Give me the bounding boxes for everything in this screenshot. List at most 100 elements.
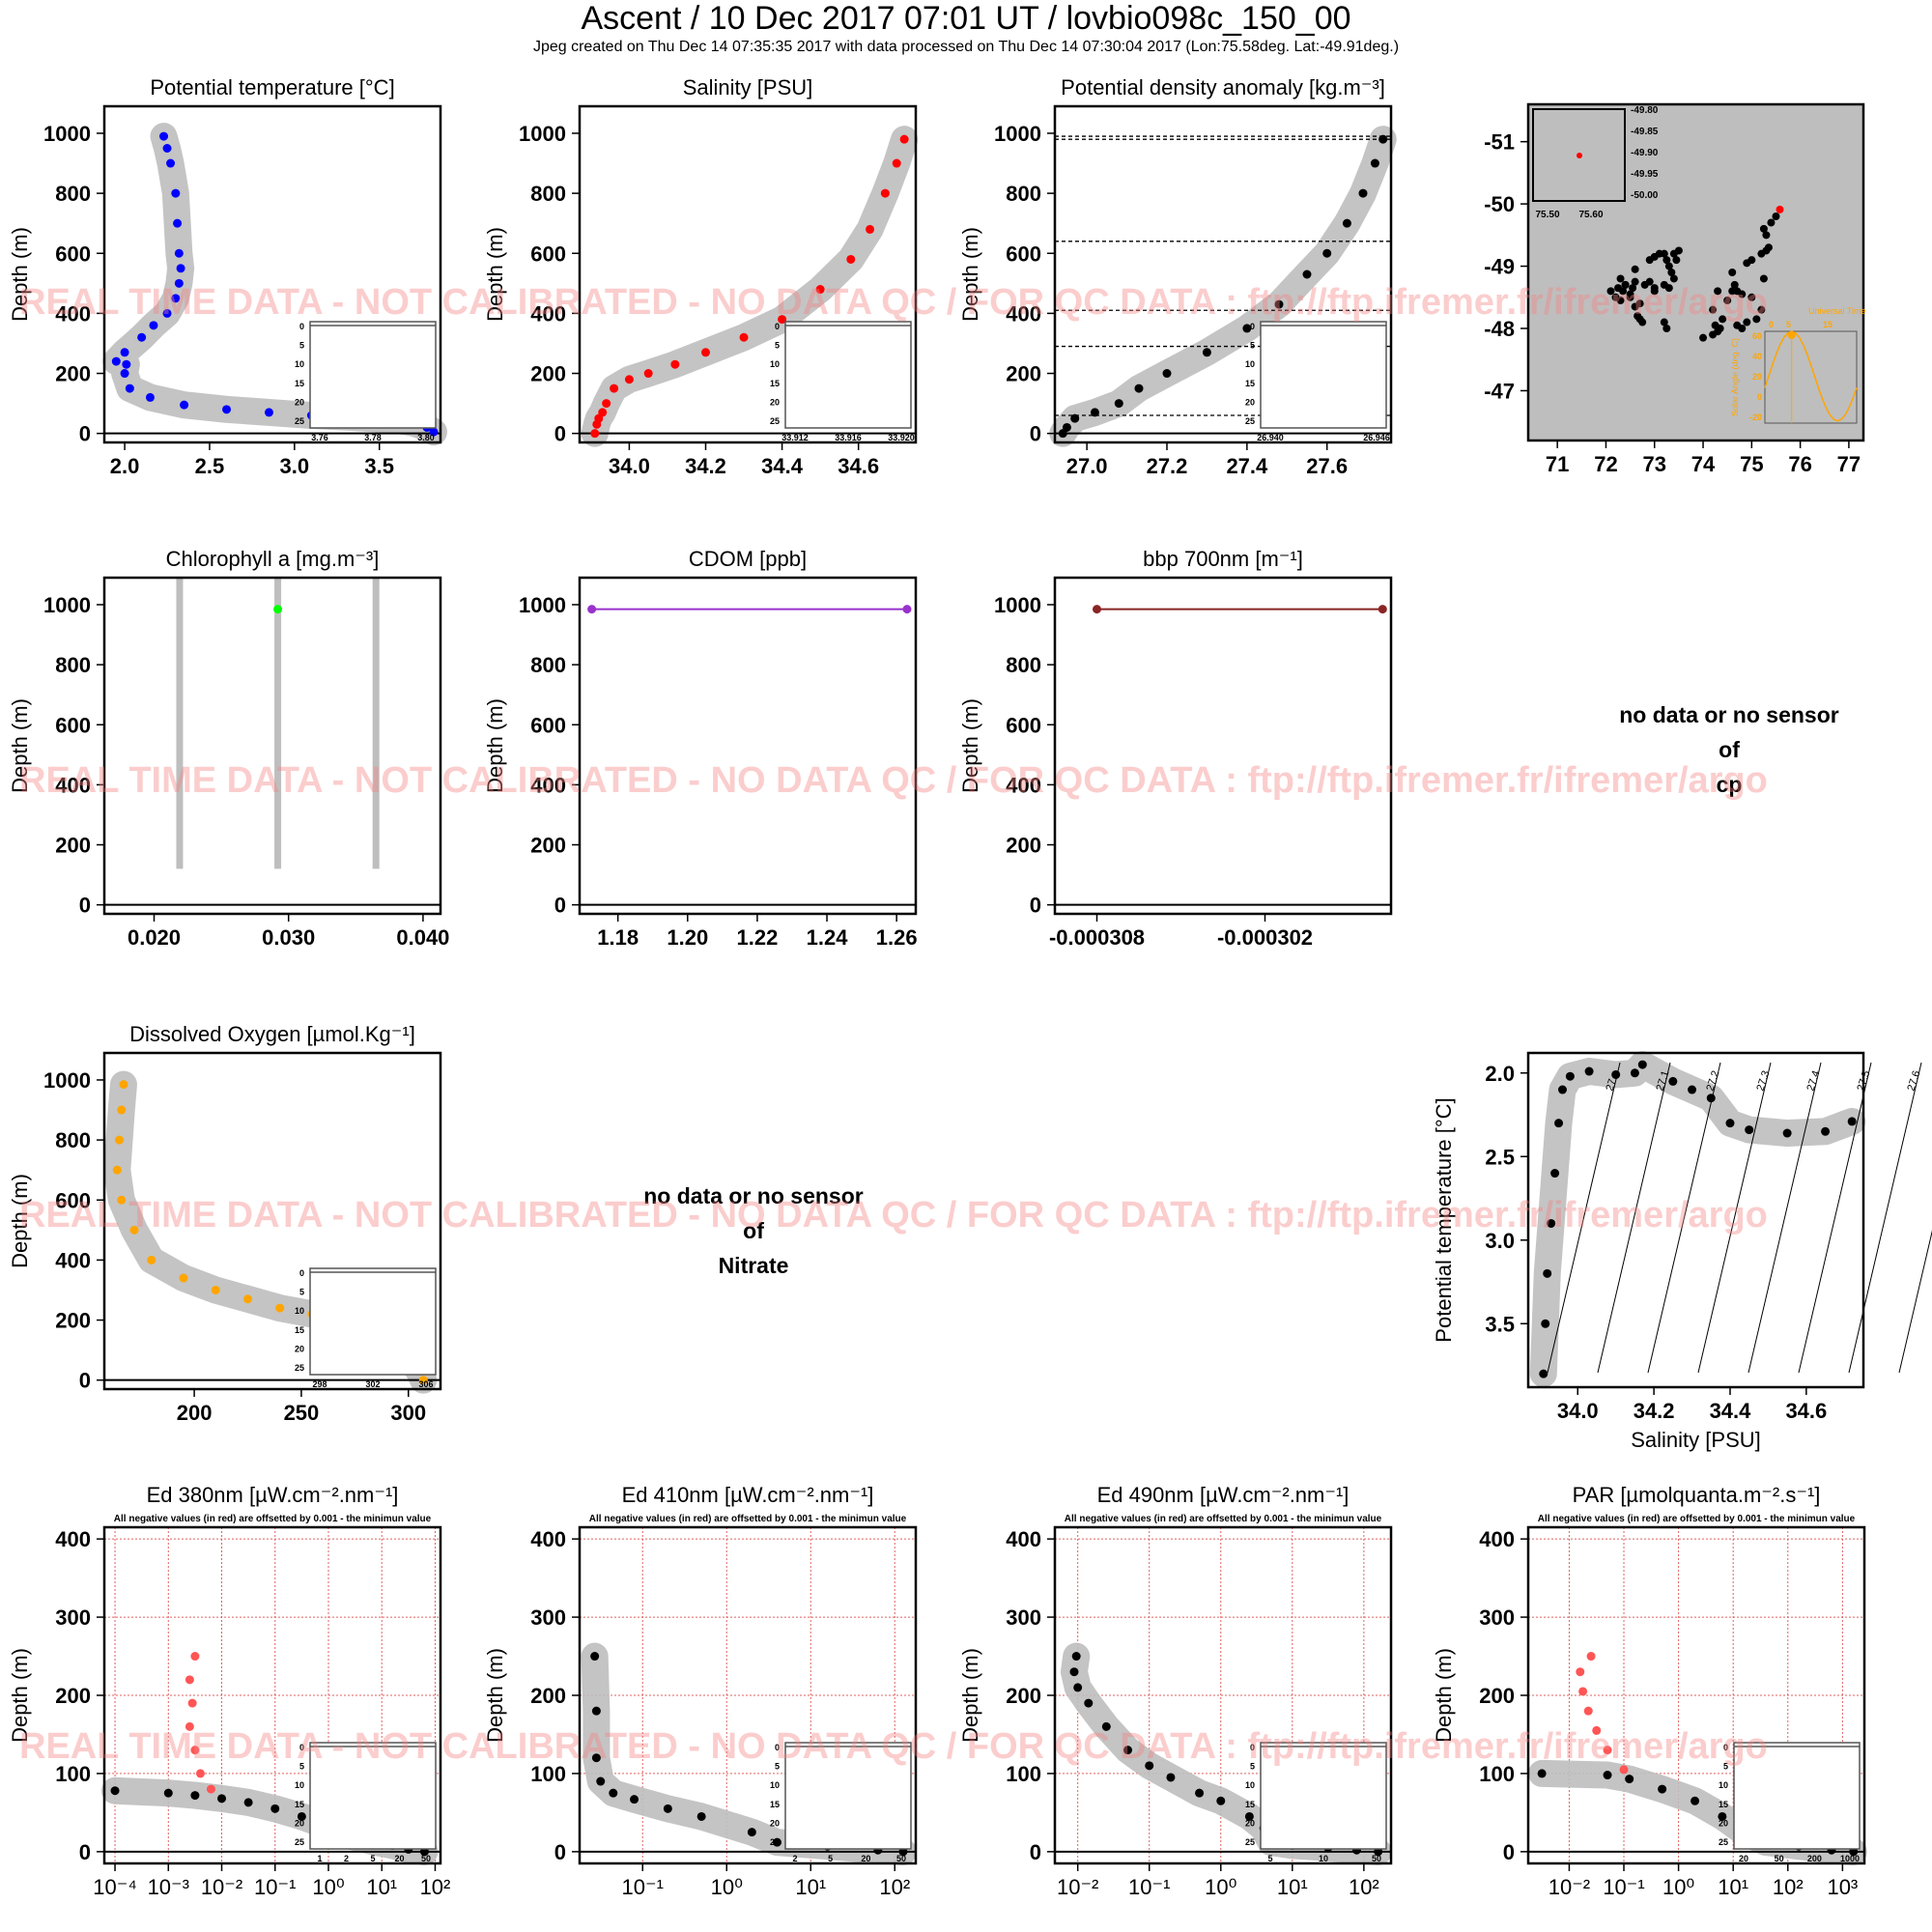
data-point-profile [1611, 1069, 1621, 1079]
data-point-profile [1847, 1117, 1857, 1126]
data-point-trajectory [1631, 277, 1639, 286]
x-tick-label: 1.22 [737, 925, 779, 950]
inset-y-tick-label: 15 [1719, 1800, 1728, 1809]
data-point-profile [120, 348, 129, 357]
solar-current-point [1787, 331, 1796, 339]
solar-x-label: 5 [1786, 320, 1791, 329]
inset-y-tick-label: 15 [1245, 379, 1255, 388]
x-tick-label: 10⁻³ [148, 1875, 189, 1899]
inset-y-tick-label: 15 [295, 379, 304, 388]
data-point-profile [1071, 1652, 1081, 1662]
data-point-profile [112, 1165, 122, 1175]
x-tick-label: 10² [1349, 1875, 1379, 1899]
data-point-profile [111, 356, 121, 366]
y-tick-label: 200 [1479, 1684, 1515, 1708]
x-tick-label: 1.26 [876, 925, 918, 950]
data-point-profile [880, 188, 890, 198]
x-tick-label: 3.0 [280, 454, 310, 478]
data-point-negative [1576, 1667, 1585, 1677]
isopycnal-line [1547, 1062, 1621, 1374]
data-point-profile [149, 321, 158, 330]
data-point-profile [1690, 1796, 1700, 1805]
y-tick-label: 2.0 [1485, 1062, 1515, 1086]
solar-inset-title: Universal Time [1808, 306, 1866, 316]
y-tick-label: 1000 [519, 122, 566, 146]
x-tick-label: -0.000302 [1217, 925, 1313, 950]
y-tick-label: 200 [530, 1684, 566, 1708]
data-point-trajectory [1660, 318, 1668, 327]
y-tick-label: 400 [530, 1527, 566, 1551]
data-point-negative [187, 1698, 197, 1708]
chart-title: Potential temperature [°C] [150, 75, 394, 99]
inset-y-tick-label: 25 [295, 1837, 304, 1847]
data-point-profile [591, 1753, 601, 1763]
inset-x-tick-label: 3.80 [417, 433, 435, 442]
no-data-line1: no data or no sensor [1619, 702, 1839, 727]
chart-title: Potential density anomaly [kg.m⁻³] [1061, 75, 1385, 99]
data-point-profile [1322, 248, 1332, 258]
y-tick-label: 600 [1006, 242, 1041, 266]
inset-y-tick-label: 0 [1250, 322, 1255, 331]
chart-sal: 34.0 34.2 34.4 34.602004006008001000Salinit… [483, 75, 919, 478]
chart-title: CDOM [ppb] [689, 547, 807, 571]
no-data-line3: Nitrate [718, 1253, 789, 1278]
x-tick-label: 1.18 [597, 925, 639, 950]
y-tick-label: 0 [79, 894, 91, 918]
data-point-trajectory [1716, 325, 1724, 332]
inset-x-tick-label: 3.76 [311, 433, 328, 442]
x-tick-label: 10⁰ [1662, 1875, 1694, 1899]
x-tick-label: 10³ [1827, 1875, 1858, 1899]
data-point-trajectory [1614, 284, 1623, 293]
inset-x-tick-label: 50 [896, 1854, 906, 1863]
y-tick-label: 1000 [43, 1068, 91, 1093]
data-point-profile [117, 1195, 127, 1205]
data-point-profile [1718, 1811, 1727, 1821]
data-point-negative [1592, 1725, 1602, 1735]
data-point-profile [179, 1273, 188, 1283]
x-tick-label: 2.5 [195, 454, 225, 478]
y-tick-label: 800 [530, 653, 566, 677]
inset-y-tick-label: 5 [1723, 1762, 1728, 1772]
inset-x-tick-label: 1000 [1840, 1854, 1860, 1863]
chart-title: PAR [µmolquanta.m⁻².s⁻¹] [1573, 1483, 1821, 1507]
plot-frame [1526, 102, 1865, 442]
y-tick-label: 0 [79, 1840, 91, 1864]
data-point-profile [1242, 324, 1252, 333]
y-tick-label: 100 [1006, 1762, 1041, 1786]
y-tick-label: 3.0 [1485, 1229, 1515, 1253]
y-tick-label: 3.5 [1485, 1312, 1515, 1336]
x-tick-label: 0.040 [396, 925, 449, 950]
data-point-profile [119, 1080, 128, 1090]
data-point-profile [1216, 1796, 1226, 1805]
data-point-profile [1084, 1698, 1094, 1708]
data-point-profile [137, 332, 147, 342]
data-point-negative [1586, 1652, 1596, 1662]
data-point-profile [163, 1788, 173, 1798]
inset-y-tick-label: 25 [1245, 416, 1255, 426]
inset-y-tick-label: 10 [1719, 1780, 1728, 1790]
chart-title: Chlorophyll a [mg.m⁻³] [166, 547, 380, 571]
data-point-trajectory [1709, 305, 1718, 314]
y-tick-label: 0 [79, 422, 91, 446]
y-tick-label: 600 [530, 713, 566, 737]
data-point-profile [1547, 1218, 1556, 1228]
inset-x-tick-label: 10 [1319, 1854, 1328, 1863]
data-point-profile [147, 1255, 156, 1264]
plot-frame [102, 576, 442, 916]
isopycnal-line [1747, 1062, 1822, 1374]
data-point-trajectory [1621, 280, 1630, 289]
x-tick-label: 10¹ [795, 1875, 826, 1899]
data-point-profile [1688, 1085, 1697, 1094]
y-tick-label: 0 [1030, 422, 1041, 446]
inset-y-tick-label: 10 [295, 1780, 304, 1790]
plot-frame [578, 576, 918, 916]
data-point-profile [180, 400, 189, 410]
data-point-profile [1537, 1769, 1547, 1778]
y-axis-label: Depth (m) [483, 698, 507, 793]
data-point-profile [270, 1804, 280, 1813]
data-point-profile [1565, 1071, 1575, 1081]
inset-y-tick-label: 25 [770, 1837, 780, 1847]
inset-frame [784, 321, 912, 429]
inset-frame [1260, 321, 1387, 429]
x-tick-label: 72 [1594, 452, 1617, 476]
